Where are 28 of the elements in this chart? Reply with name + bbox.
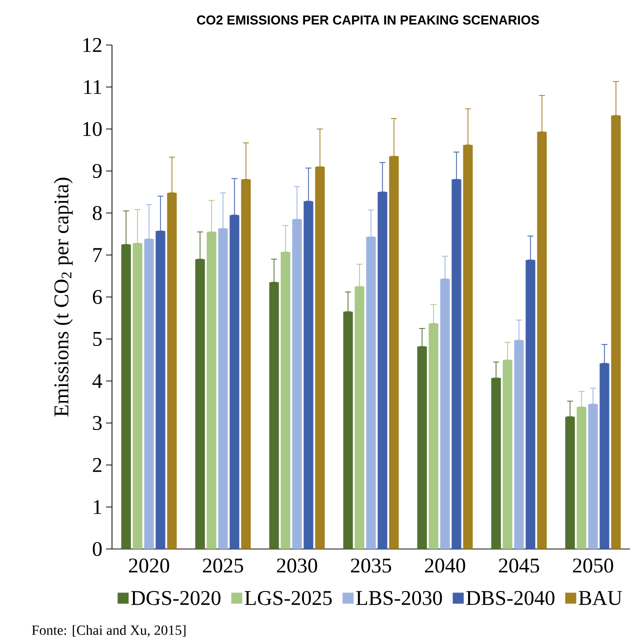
x-tick-label: 2035 <box>351 558 392 573</box>
y-tick-label: 4 <box>92 374 102 388</box>
x-tick-label: 2045 <box>498 558 540 573</box>
x-tick-label: 2025 <box>203 558 244 573</box>
y-tick-label: 10 <box>83 122 102 136</box>
y-tick-label: 2 <box>92 458 102 472</box>
y-tick-label: 9 <box>92 164 102 178</box>
y-tick-label: 3 <box>93 416 102 430</box>
y-tick-label: 5 <box>93 332 102 346</box>
legend-label: DBS-2040 <box>466 590 554 606</box>
y-tick-label: 7 <box>93 248 102 262</box>
chart-title: CO2 EMISSIONS PER CAPITA IN PEAKING SCENARIOS <box>197 15 539 25</box>
legend-label: LBS-2030 <box>356 590 442 606</box>
source-note: Fonte: [Chai and Xu, 2015] <box>32 625 186 637</box>
legend-label: BAU <box>578 591 622 606</box>
legend-label: LGS-2025 <box>244 590 332 606</box>
y-axis-title: Emissions (t CO$_{2}$ per capita) <box>54 178 73 416</box>
y-tick-label: 12 <box>83 38 102 52</box>
y-tick-label: 8 <box>92 206 102 220</box>
legend-label: DGS-2020 <box>131 590 220 606</box>
y-tick-label: 0 <box>92 542 102 556</box>
x-tick-label: 2050 <box>572 558 614 573</box>
y-tick-label: 11 <box>84 80 102 94</box>
x-tick-label: 2040 <box>424 558 466 573</box>
y-tick-label: 1 <box>94 500 102 514</box>
x-tick-label: 2030 <box>277 558 318 573</box>
y-tick-label: 6 <box>92 290 102 304</box>
x-tick-label: 2020 <box>129 558 170 573</box>
